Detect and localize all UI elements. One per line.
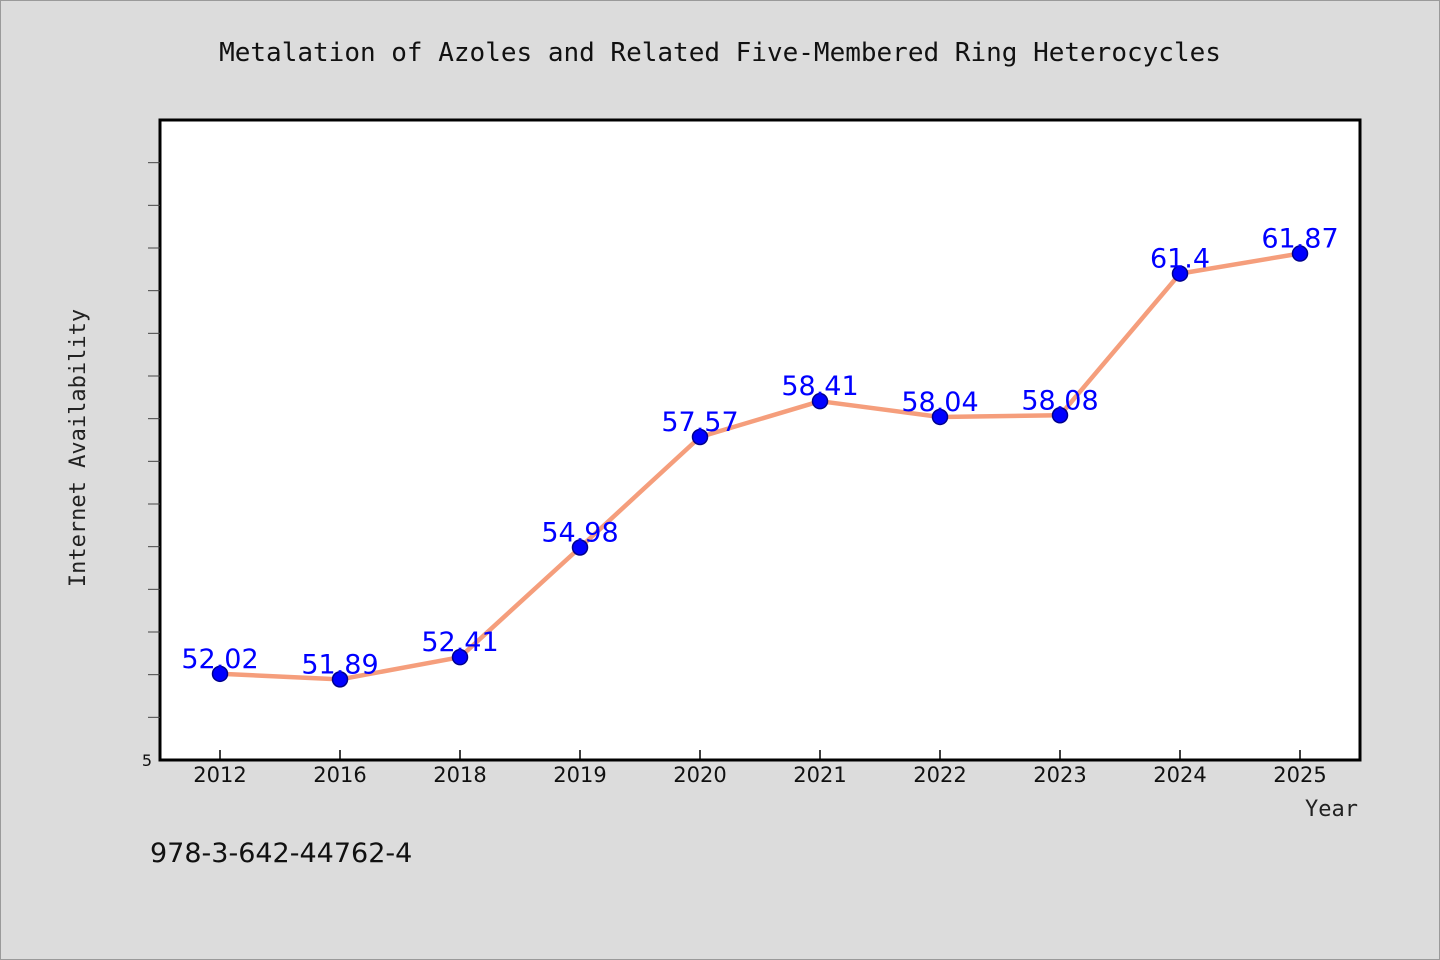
data-label: 61.87 bbox=[1261, 224, 1338, 255]
data-point-marker bbox=[1291, 245, 1309, 262]
x-axis-label: Year bbox=[1305, 797, 1358, 822]
x-tick-label: 2016 bbox=[313, 763, 366, 787]
x-tick-label: 2022 bbox=[913, 763, 966, 787]
x-axis-ticks: 2012 2016 2018 2019 2020 2021 2022 2023 2024 2025 bbox=[193, 750, 1327, 787]
data-label: 57.57 bbox=[661, 407, 738, 438]
series-line bbox=[217, 251, 1303, 682]
y-axis-ticks: 5 bbox=[142, 162, 160, 770]
data-point-marker bbox=[811, 392, 829, 410]
plot-area bbox=[158, 118, 1362, 762]
data-label: 52.41 bbox=[421, 627, 498, 658]
data-label: 58.04 bbox=[901, 387, 978, 418]
x-tick-label: 2012 bbox=[193, 763, 246, 787]
data-label: 58.41 bbox=[781, 371, 858, 402]
data-label: 58.08 bbox=[1021, 385, 1098, 416]
chart-title: Metalation of Azoles and Related Five-Me… bbox=[219, 38, 1221, 68]
data-label: 54.98 bbox=[541, 518, 618, 549]
isbn-footer: 978-3-642-44762-4 bbox=[150, 838, 412, 869]
x-tick-label: 2024 bbox=[1153, 763, 1206, 787]
data-point-marker bbox=[931, 408, 949, 426]
y-tick-label: 5 bbox=[142, 751, 152, 770]
data-point-marker bbox=[571, 539, 589, 556]
data-point-marker bbox=[691, 428, 709, 446]
data-label: 61.4 bbox=[1150, 244, 1210, 275]
x-tick-label: 2021 bbox=[793, 763, 846, 787]
x-tick-label: 2019 bbox=[553, 763, 606, 787]
data-point-marker bbox=[1051, 407, 1069, 424]
data-point-marker bbox=[1171, 265, 1189, 282]
y-axis-label: Internet Availability bbox=[66, 309, 91, 587]
x-tick-label: 2023 bbox=[1033, 763, 1086, 787]
data-point-marker bbox=[451, 648, 469, 666]
data-label: 52.02 bbox=[181, 644, 258, 675]
series-group: 52.02 51.89 52.41 54.98 57.57 58.41 58.04 58.08… bbox=[181, 224, 1339, 688]
data-point-marker bbox=[211, 665, 229, 683]
x-tick-label: 2020 bbox=[673, 763, 726, 787]
data-label: 51.89 bbox=[301, 649, 378, 680]
x-tick-label: 2018 bbox=[433, 763, 486, 787]
x-tick-label: 2025 bbox=[1273, 763, 1326, 787]
data-point-marker bbox=[331, 671, 349, 688]
